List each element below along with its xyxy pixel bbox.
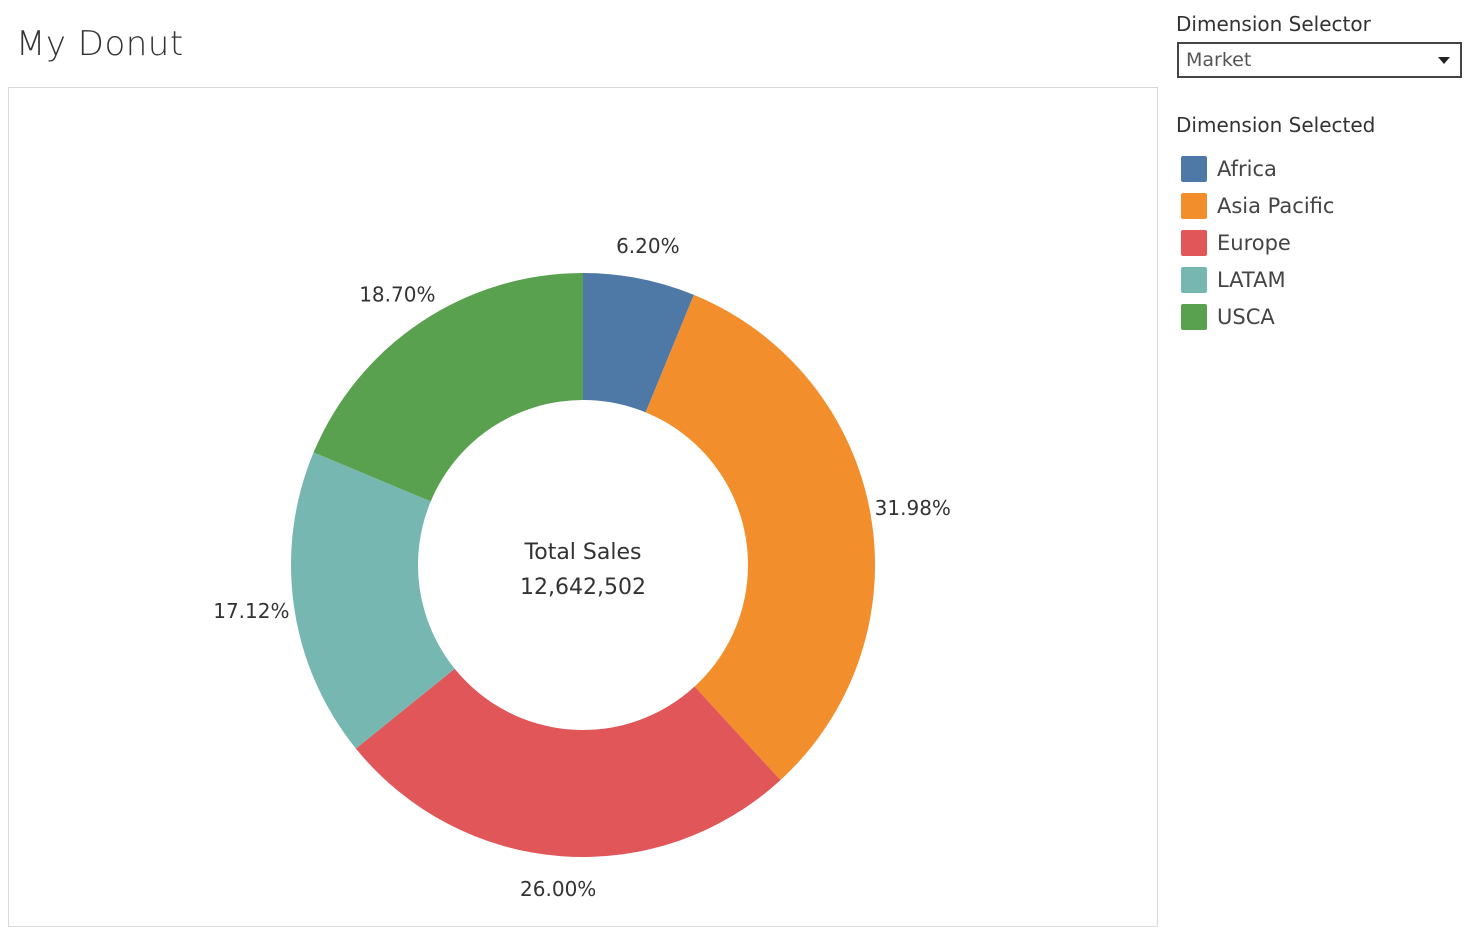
slice-europe[interactable] <box>355 668 781 858</box>
legend-item[interactable]: USCA <box>1181 298 1334 335</box>
slice-africa[interactable] <box>583 273 694 413</box>
data-label: 18.70% <box>359 282 435 306</box>
dashboard-title: My Donut <box>16 24 184 64</box>
legend-label: Asia Pacific <box>1217 193 1335 218</box>
legend-swatch <box>1181 192 1207 219</box>
data-label: 17.12% <box>213 599 289 623</box>
center-label: Total Sales <box>524 540 642 565</box>
donut-chart: 6.20% 31.98% 26.00% 17.12% 18.70% Total Sale… <box>213 234 951 901</box>
legend: Africa Asia Pacific Europe LATAM USCA <box>1181 150 1334 335</box>
legend-label: LATAM <box>1217 267 1286 292</box>
legend-swatch <box>1181 303 1207 330</box>
slice-usca[interactable] <box>313 273 583 502</box>
data-label: 6.20% <box>616 234 680 258</box>
selector-label: Dimension Selector <box>1176 12 1371 36</box>
legend-item[interactable]: Asia Pacific <box>1181 187 1334 224</box>
legend-label: Europe <box>1217 230 1291 255</box>
legend-item[interactable]: LATAM <box>1181 261 1334 298</box>
slice-asia-pacific[interactable] <box>645 294 876 781</box>
slice-latam[interactable] <box>291 452 455 749</box>
data-label: 31.98% <box>875 496 951 520</box>
center-value: 12,642,502 <box>520 575 646 600</box>
legend-swatch <box>1181 266 1207 293</box>
legend-title: Dimension Selected <box>1176 113 1376 137</box>
legend-swatch <box>1181 155 1207 182</box>
data-label: 26.00% <box>520 877 596 901</box>
legend-item[interactable]: Europe <box>1181 224 1334 261</box>
caret-down-icon <box>1438 57 1450 64</box>
dimension-selector-dropdown[interactable]: Market <box>1177 42 1462 78</box>
legend-label: Africa <box>1217 156 1277 181</box>
legend-swatch <box>1181 229 1207 256</box>
legend-label: USCA <box>1217 304 1275 329</box>
selected-value: Market <box>1186 49 1252 71</box>
legend-item[interactable]: Africa <box>1181 150 1334 187</box>
